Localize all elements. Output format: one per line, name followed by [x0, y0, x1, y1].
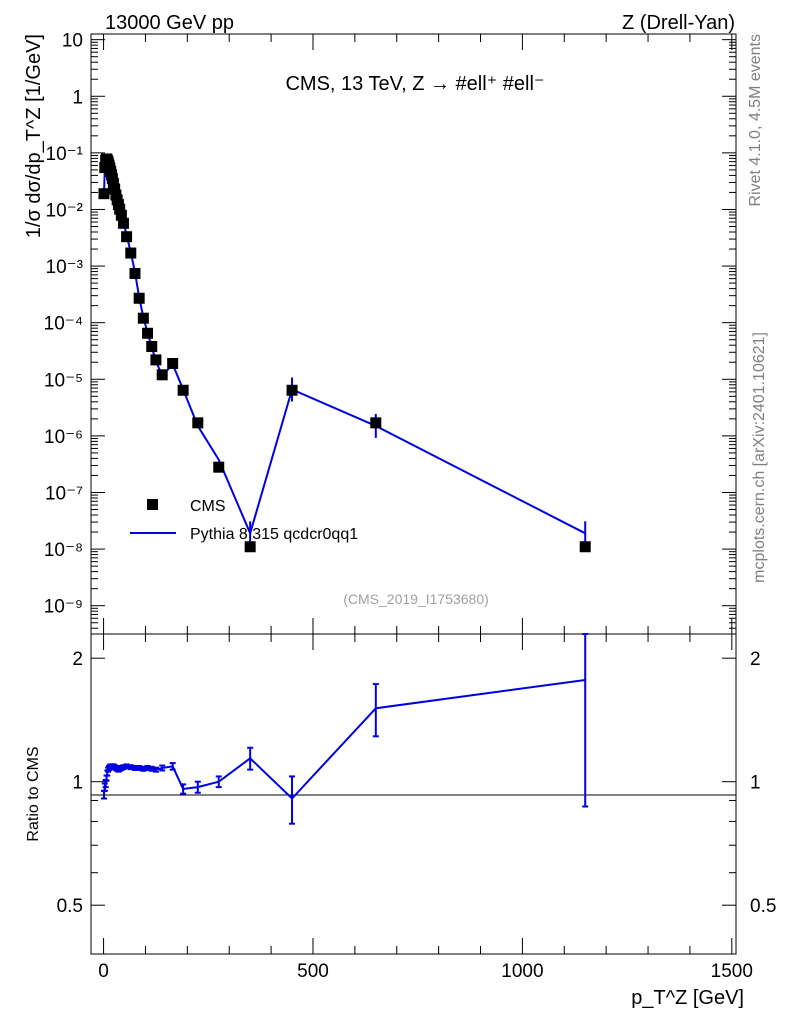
cms-data-point	[117, 217, 129, 229]
main-y-tick-label: 10⁻⁵	[44, 370, 83, 391]
cms-data-point	[137, 312, 149, 324]
header-left: 13000 GeV pp	[105, 12, 234, 34]
ratio-y-tick-label: 1	[72, 773, 83, 794]
main-y-tick-label: 10⁻³	[46, 257, 84, 278]
main-y-tick-label: 10⁻²	[46, 200, 84, 221]
x-tick-label: 1000	[501, 961, 543, 982]
ratio-x-ticks: 0 500 1000 1500	[98, 634, 753, 982]
cms-data-point	[109, 183, 121, 195]
main-y-tick-label: 10⁻⁹	[44, 597, 83, 618]
cms-data-point	[579, 541, 591, 553]
main-y-tick-label: 10⁻⁷	[45, 483, 83, 504]
ratio-y-ticks: 0.5 0.5 1 1 2 2	[57, 649, 777, 917]
main-y-tick-label: 10⁻⁸	[44, 540, 83, 561]
cms-data-point	[167, 358, 179, 370]
ratio-panel-frame	[90, 633, 737, 955]
cms-data-point	[244, 541, 256, 553]
legend-mc-label: Pythia 8.315 qcdcr0qq1	[190, 526, 358, 543]
mcplots-label: mcplots.cern.ch [arXiv:2401.10621]	[751, 332, 768, 583]
x-tick-label: 500	[297, 961, 329, 982]
legend-cms-marker	[147, 499, 158, 510]
ratio-y-tick-label: 2	[72, 649, 83, 670]
ratio-series-line	[102, 678, 586, 800]
ratio-y-tick-label: 0.5	[57, 896, 83, 917]
cms-data-point	[125, 247, 137, 259]
main-y-tick-label: 1	[72, 87, 83, 108]
cms-data-point	[114, 203, 126, 215]
ratio-y-tick-label-right: 1	[750, 773, 761, 794]
cms-data-point	[129, 267, 141, 279]
cms-data-point	[150, 354, 162, 366]
header-right: Z (Drell-Yan)	[622, 12, 735, 34]
cms-data-point	[107, 177, 119, 189]
cms-data-point	[177, 384, 189, 396]
main-y-tick-label: 10⁻⁴	[44, 314, 83, 335]
cms-data-point	[133, 292, 145, 304]
x-axis-label: p_T^Z [GeV]	[631, 987, 744, 1009]
cms-data-point	[286, 384, 298, 396]
cms-data-point	[121, 231, 133, 243]
cms-data-point	[146, 340, 158, 352]
main-y-axis-label: 1/σ dσ/dp_T^Z [1/GeV]	[23, 34, 45, 238]
main-panel-frame	[90, 33, 737, 635]
cms-data-point	[370, 417, 382, 429]
ratio-y-axis-label: Ratio to CMS	[25, 746, 42, 841]
mc-series-line	[102, 156, 586, 537]
legend-cms-label: CMS	[190, 498, 226, 515]
cms-data-point	[142, 327, 154, 339]
main-y-tick-label: 10	[62, 31, 83, 52]
x-tick-label: 1500	[711, 961, 753, 982]
cms-data-point	[192, 417, 204, 429]
x-tick-label: 0	[98, 961, 109, 982]
ratio-y-tick-label-right: 0.5	[750, 896, 776, 917]
main-y-tick-label: 10⁻⁶	[44, 427, 83, 448]
main-data-group	[98, 153, 591, 553]
main-x-ticks	[103, 34, 733, 634]
legend: CMS Pythia 8.315 qcdcr0qq1	[130, 498, 358, 543]
cms-data-point	[156, 369, 168, 381]
ratio-data-group	[100, 633, 589, 825]
main-y-tick-label: 10⁻¹	[46, 144, 84, 165]
main-plot-title: CMS, 13 TeV, Z → #ell⁺ #ell⁻	[285, 73, 544, 95]
ratio-y-tick-label-right: 2	[750, 649, 761, 670]
cms-data-point	[213, 461, 225, 473]
reference-label: (CMS_2019_I1753680)	[343, 591, 489, 607]
main-y-ticks: 10 1 10⁻¹ 10⁻² 10⁻³ 10⁻⁴ 10⁻⁵ 10⁻⁶ 10⁻⁷ 10⁻⁸ 10⁻⁹	[44, 31, 736, 629]
cms-data-point	[98, 188, 110, 200]
cms-data-point	[115, 209, 127, 221]
rivet-label: Rivet 4.1.0, 4.5M events	[747, 34, 764, 207]
